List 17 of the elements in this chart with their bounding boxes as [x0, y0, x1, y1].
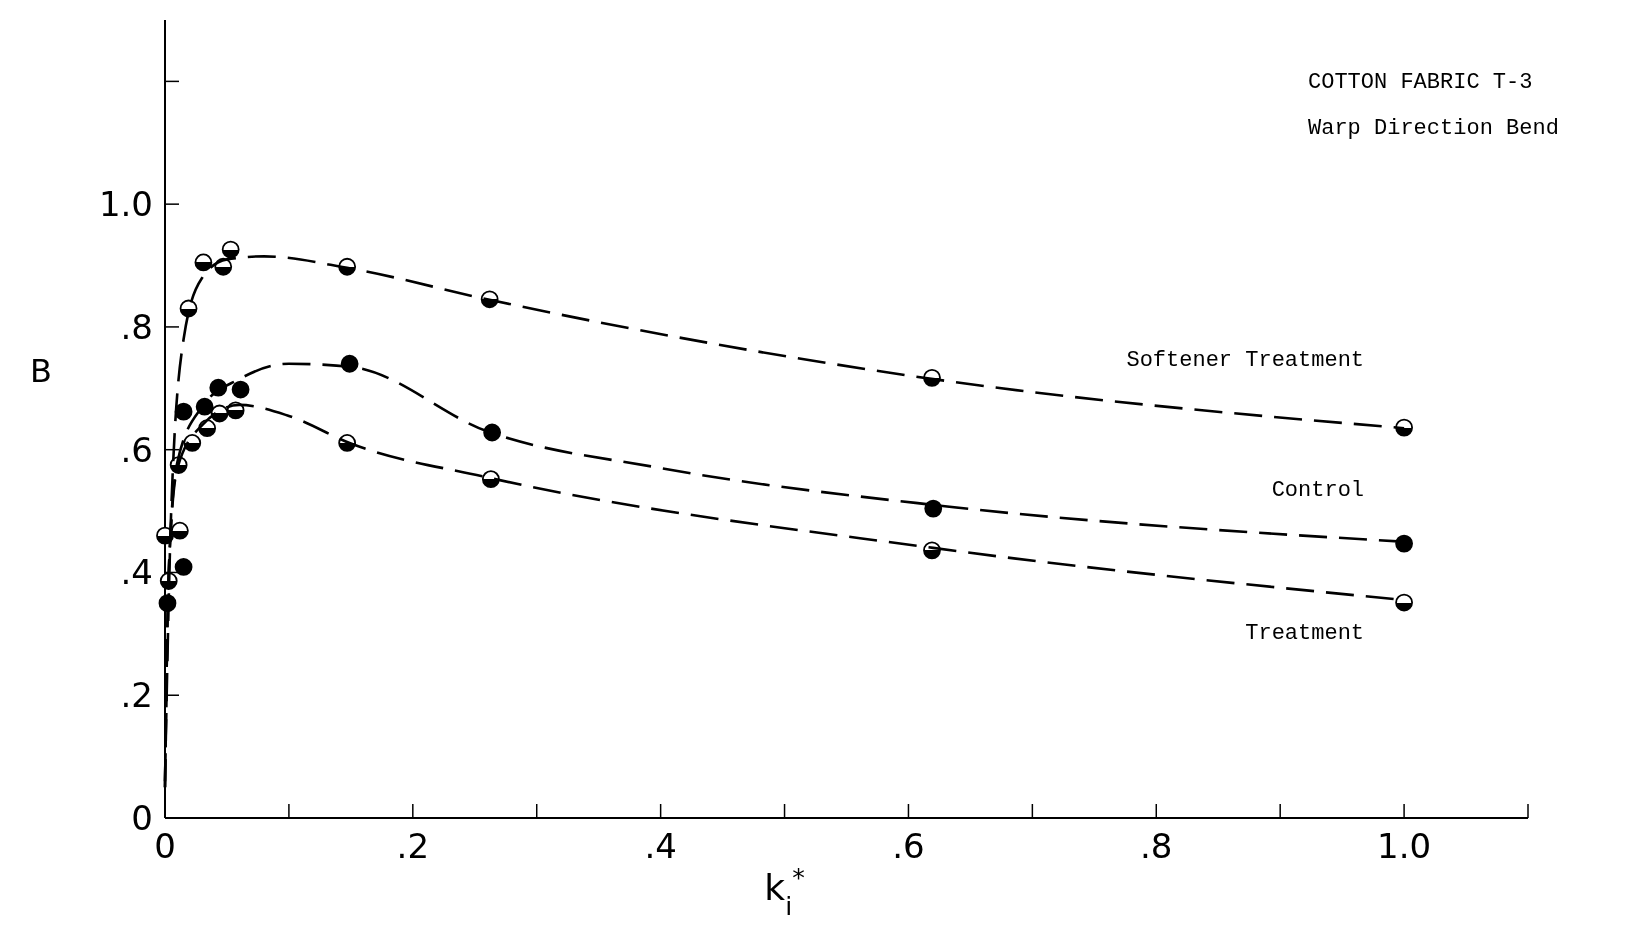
- y-tick-label: .6: [120, 429, 153, 470]
- y-tick-label: 0: [131, 798, 153, 838]
- text: Control: [1271, 477, 1365, 503]
- x-tick-label: 1.0: [1377, 826, 1432, 866]
- x-tick-label: .6: [892, 826, 925, 866]
- x-tick-label: .2: [396, 826, 430, 866]
- text: Warp Direction Bend: [1308, 116, 1559, 141]
- y-tick-label: .8: [120, 306, 153, 347]
- x-tick-label: .4: [644, 826, 677, 866]
- y-tick-label: .2: [120, 675, 153, 716]
- text: COTTON FABRIC T-3: [1308, 70, 1533, 95]
- y-axis-title: B: [30, 352, 52, 391]
- y-tick-label: 1.0: [98, 184, 153, 225]
- y-tick-label: .4: [120, 552, 153, 593]
- x-tick-label: .8: [1140, 826, 1173, 866]
- series-label: Treatment: [1245, 620, 1365, 646]
- text: Softener Treatment: [1126, 347, 1365, 373]
